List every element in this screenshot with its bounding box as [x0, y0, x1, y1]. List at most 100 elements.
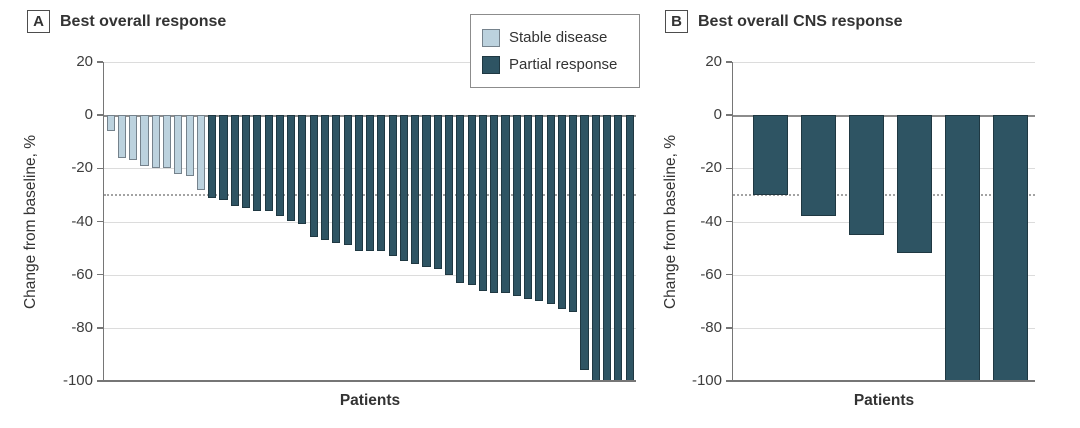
patient-bar: [993, 115, 1028, 381]
panel-a-label: A: [33, 13, 44, 30]
patient-bar: [129, 115, 138, 161]
patient-bar: [422, 115, 431, 267]
patient-bar: [377, 115, 386, 251]
patient-bar: [557, 115, 566, 310]
patient-bar: [230, 115, 239, 206]
legend: Stable disease Partial response: [470, 14, 640, 88]
patient-bar: [399, 115, 408, 262]
legend-item-stable-disease: Stable disease: [482, 28, 639, 47]
patient-bar: [445, 115, 454, 275]
y-tick-mark: [97, 327, 103, 329]
patient-bar: [354, 115, 363, 251]
patient-bar: [535, 115, 544, 302]
y-tick-label: 20: [76, 53, 93, 70]
y-gridline: [104, 62, 636, 63]
panel-b-bars: [733, 115, 1035, 381]
y-gridline: [104, 327, 636, 329]
patient-bar: [591, 115, 600, 381]
patient-bar: [196, 115, 205, 190]
y-tick-label: -80: [71, 318, 93, 336]
patient-bar: [945, 115, 980, 381]
legend-item-partial-response: Partial response: [482, 55, 639, 74]
patient-bar: [849, 115, 884, 235]
patient-bar: [580, 115, 589, 371]
y-tick-mark: [97, 167, 103, 170]
patient-bar: [241, 115, 251, 209]
y-tick-mark: [726, 167, 732, 170]
y-tick-label: -40: [700, 212, 722, 230]
y-tick-label: -40: [71, 212, 93, 230]
panel-b-title: Best overall CNS response: [698, 13, 903, 30]
patient-bar: [569, 115, 578, 312]
legend-label-partial-response: Partial response: [509, 56, 618, 73]
y-tick-mark: [726, 220, 732, 223]
patient-bar: [174, 115, 183, 174]
y-gridline: [733, 221, 1035, 223]
patient-bar: [411, 115, 420, 265]
y-tick-mark: [726, 327, 732, 329]
panel-b-label-box: B: [665, 10, 688, 33]
panel-a-x-axis-title: Patients: [339, 392, 401, 409]
patient-bar: [140, 115, 149, 166]
panel-a-label-box: A: [27, 10, 50, 33]
panel-a-x-axis-line: [102, 380, 636, 382]
patient-bar: [117, 115, 126, 158]
patient-bar: [501, 115, 510, 294]
patient-bar: [512, 115, 521, 296]
patient-bar: [106, 115, 115, 132]
patient-bar: [546, 115, 555, 304]
y-tick-label: 0: [713, 106, 722, 124]
y-tick-label: 0: [84, 106, 93, 124]
patient-bar: [185, 115, 194, 177]
zero-baseline: [733, 115, 1035, 117]
y-tick-mark: [97, 114, 103, 116]
y-tick-mark: [97, 273, 103, 276]
y-tick-label: -100: [62, 372, 93, 389]
patient-bar: [366, 115, 375, 251]
panel-b-reference-line: [733, 193, 1035, 196]
panel-a-y-axis-title: Change from baseline, %: [22, 134, 40, 309]
patient-bar: [897, 115, 932, 254]
patient-bar: [163, 115, 172, 169]
y-tick-label: -80: [700, 318, 722, 336]
patient-bar: [253, 115, 262, 211]
panel-b-plot: [731, 62, 1035, 382]
y-tick-label: 20: [705, 53, 722, 70]
y-tick-mark: [97, 380, 103, 382]
panel-b-x-axis-line: [731, 380, 1035, 382]
panel-b-y-axis-line: [731, 62, 733, 382]
stable-disease-swatch-icon: [482, 28, 500, 47]
y-tick-label: -100: [691, 372, 722, 389]
partial-response-swatch-icon: [482, 55, 500, 74]
panel-a-title: Best overall response: [60, 13, 227, 30]
patient-bar: [320, 115, 330, 241]
y-tick-mark: [726, 273, 732, 276]
y-tick-mark: [726, 380, 732, 382]
patient-bar: [208, 115, 217, 198]
patient-bar: [456, 115, 465, 283]
y-tick-mark: [97, 61, 103, 63]
patient-bar: [275, 115, 284, 217]
y-tick-label: -60: [700, 265, 722, 283]
patient-bar: [298, 115, 307, 225]
patient-bar: [332, 115, 341, 243]
legend-label-stable-disease: Stable disease: [509, 29, 608, 46]
patient-bar: [219, 115, 228, 201]
y-gridline: [104, 274, 636, 276]
patient-bar: [625, 115, 634, 381]
y-gridline: [733, 274, 1035, 276]
panel-b-label: B: [671, 13, 682, 30]
patient-bar: [614, 115, 623, 381]
patient-bar: [524, 115, 533, 299]
patient-bar: [801, 115, 836, 217]
y-gridline: [733, 327, 1035, 329]
patient-bar: [433, 115, 442, 270]
patient-bar: [753, 115, 788, 195]
y-tick-mark: [726, 61, 732, 63]
panel-b-x-axis-title: Patients: [853, 392, 915, 409]
patient-bar: [467, 115, 476, 286]
patient-bar: [151, 115, 160, 169]
panel-a-plot: [102, 62, 636, 382]
y-gridline: [733, 62, 1035, 63]
